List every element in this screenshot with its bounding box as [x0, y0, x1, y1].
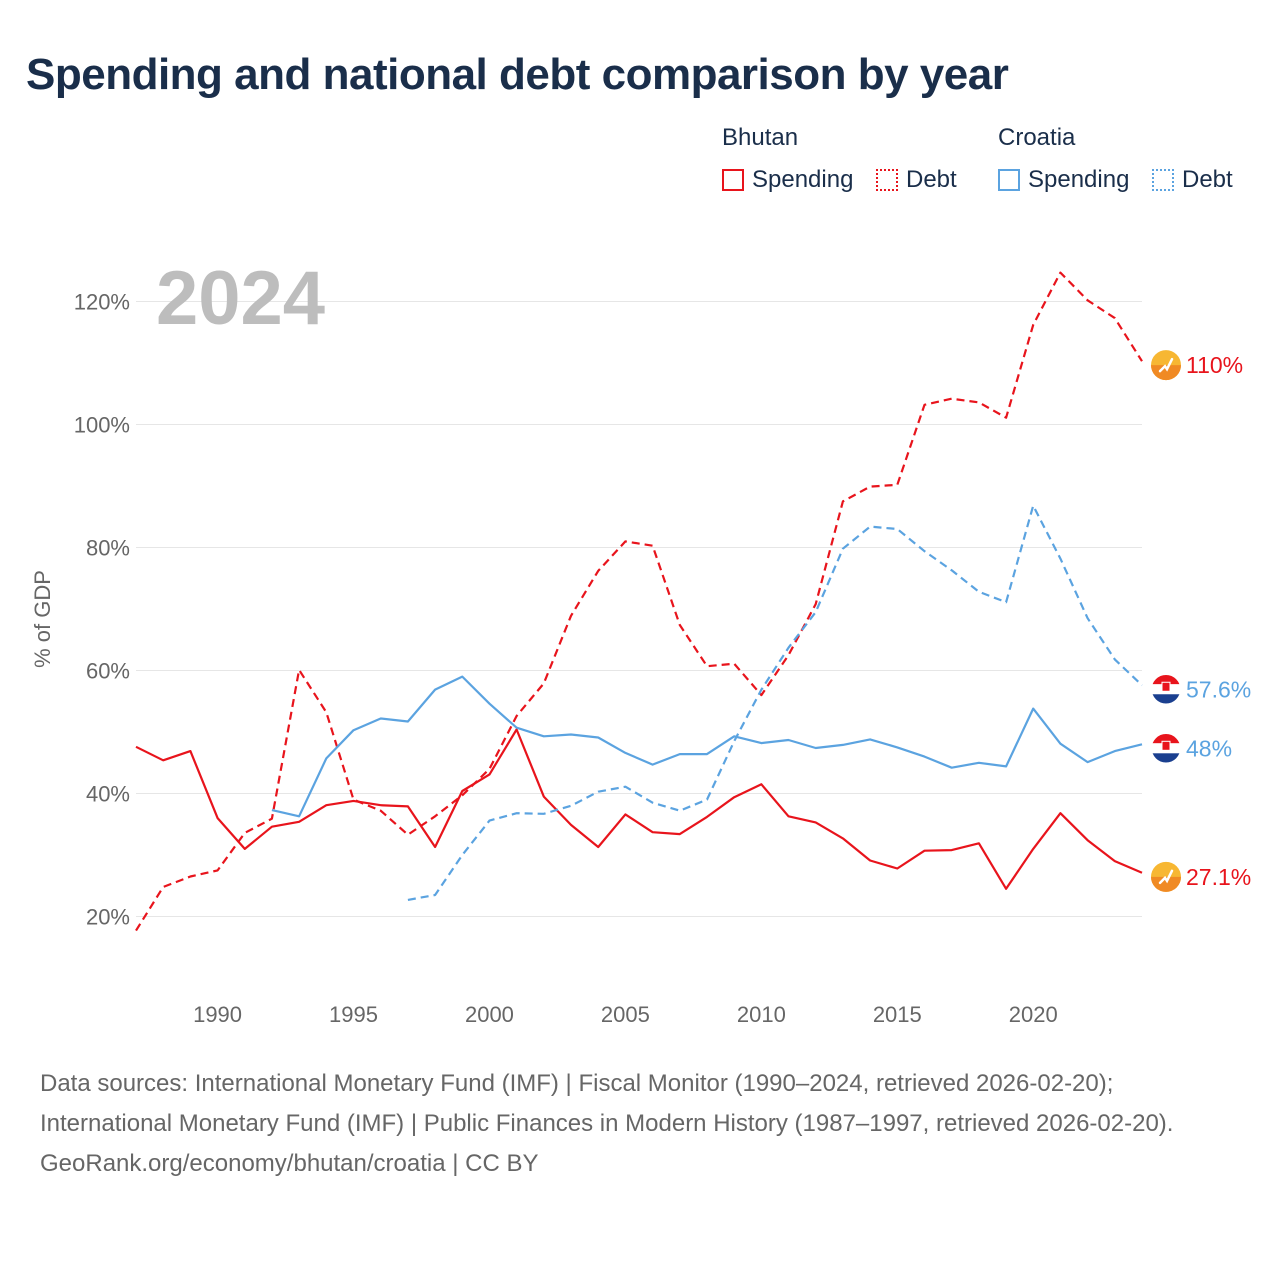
croatia-spending-line	[271, 675, 1143, 818]
x-tick-label: 1990	[193, 1002, 242, 1027]
chart-title: Spending and national debt comparison by…	[26, 50, 1009, 99]
y-tick-label: 60%	[86, 659, 130, 684]
flag-stripes	[1151, 674, 1181, 705]
croatia-end-label: 48%	[1186, 735, 1232, 761]
flag-ring	[1150, 673, 1182, 706]
x-tick-label: 2000	[465, 1002, 514, 1027]
bhutan-end-label: 110%	[1186, 352, 1243, 378]
legend-bhutan-spending[interactable]: Spending	[722, 166, 853, 194]
flag-shield	[1161, 681, 1171, 692]
y-tick-label: 100%	[74, 413, 130, 438]
flag-dragon	[1158, 869, 1174, 885]
legend-swatch-dotted	[876, 169, 898, 191]
legend-croatia-spending[interactable]: Spending	[998, 166, 1129, 194]
flag-stripes	[1151, 733, 1181, 764]
chart-svg: 20% 40% 60% 80% 100% 120% 1990 1995 2000 2005 2010…	[30, 256, 1251, 1027]
footer: Data sources: International Monetary Fun…	[40, 1064, 1240, 1184]
flag-shield	[1161, 740, 1171, 751]
x-tick-label: 2020	[1009, 1002, 1058, 1027]
flag-ring	[1150, 732, 1182, 765]
legend-group-croatia: Croatia	[998, 124, 1076, 151]
bhutan-flag-icon	[1151, 861, 1181, 892]
flag-half	[1151, 876, 1181, 892]
flag-dragon	[1158, 357, 1174, 373]
legend-swatch-dotted	[1152, 169, 1174, 191]
legend-label: Debt	[1182, 166, 1233, 193]
flag-stripe-blue	[1151, 753, 1181, 764]
legend-swatch-solid	[998, 169, 1020, 191]
x-tick-label: 2005	[601, 1002, 650, 1027]
year-label: 2024	[156, 256, 325, 341]
y-axis-label: % of GDP	[30, 570, 55, 668]
legend-label: Debt	[906, 166, 957, 193]
croatia-flag-icon	[1150, 673, 1182, 706]
legend-label: Spending	[1028, 166, 1130, 193]
y-tick-label: 120%	[74, 290, 130, 315]
bhutan-flag-icon	[1151, 350, 1181, 381]
data-sources: Data sources: International Monetary Fun…	[40, 1070, 1174, 1137]
y-tick-label: 20%	[86, 905, 130, 930]
legend-group-bhutan: Bhutan	[722, 124, 799, 151]
y-tick-label: 40%	[86, 782, 130, 807]
legend-swatch-solid	[722, 169, 744, 191]
bhutan-end-label: 27.1%	[1186, 864, 1251, 890]
legend-croatia-debt[interactable]: Debt	[1152, 166, 1233, 194]
flag-stripe-red	[1151, 733, 1181, 744]
bhutan-spending-line	[135, 728, 1143, 890]
x-tick-label: 1995	[329, 1002, 378, 1027]
x-tick-label: 2010	[737, 1002, 786, 1027]
bhutan-debt-line	[135, 271, 1143, 932]
legend-bhutan-debt[interactable]: Debt	[876, 166, 957, 194]
croatia-end-label: 57.6%	[1186, 676, 1251, 702]
flag-stripe-red	[1151, 674, 1181, 685]
croatia-flag-icon	[1150, 732, 1182, 765]
legend-label: Spending	[752, 166, 854, 193]
credit-line[interactable]: GeoRank.org/economy/bhutan/croatia | CC …	[40, 1150, 539, 1177]
x-tick-label: 2015	[873, 1002, 922, 1027]
y-tick-label: 80%	[86, 536, 130, 561]
flag-stripe-blue	[1151, 694, 1181, 705]
flag-half	[1151, 365, 1181, 381]
croatia-debt-line	[407, 504, 1143, 901]
